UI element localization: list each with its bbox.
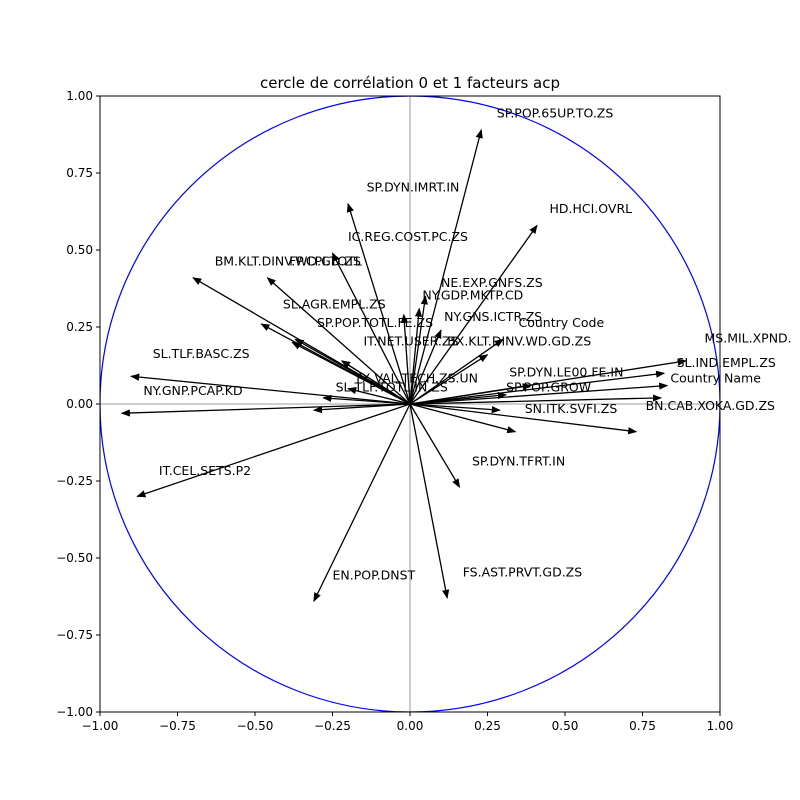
plot-area	[100, 96, 720, 712]
vector-arrows	[120, 128, 687, 602]
vector-label: NE.EXP.GNFS.ZS	[441, 275, 543, 290]
y-tick-label: −0.25	[56, 474, 93, 488]
vector-arrow	[120, 403, 411, 417]
x-tick-label: 1.00	[707, 719, 734, 733]
vector-label: BX.KLT.DINV.WD.GD.ZS	[447, 333, 591, 348]
vector-label: FP.CPI.TOTL	[289, 253, 362, 268]
vector-arrow	[409, 394, 663, 405]
vector-arrow	[341, 360, 411, 405]
y-tick-label: −1.00	[56, 705, 93, 719]
vector-arrow	[266, 277, 411, 405]
vector-label: Country Name	[670, 370, 761, 385]
vector-arrow	[409, 354, 489, 405]
vector-arrow	[400, 313, 411, 405]
vector-arrow	[347, 387, 411, 405]
x-tick-label: 0.75	[629, 719, 656, 733]
vector-label: FS.AST.PRVT.GD.ZS	[463, 564, 583, 579]
vector-label: NY.GNS.ICTR.ZS	[444, 309, 542, 324]
vector-arrow	[409, 329, 442, 405]
vector-arrow	[409, 382, 669, 405]
vector-label: IT.NET.USER.ZS	[364, 333, 459, 348]
vector-label: HD.HCI.OVRL	[550, 201, 633, 216]
vector-label: SL.TLF.TOTL.IN.ZS	[336, 380, 448, 395]
y-tick-label: 0.75	[66, 166, 93, 180]
vector-arrow	[136, 403, 411, 498]
x-tick-label: −0.25	[314, 719, 351, 733]
vector-label: SL.TLF.BASC.ZS	[153, 346, 250, 361]
vector-arrow	[409, 403, 638, 435]
vector-arrow	[409, 403, 501, 414]
y-tick-label: −0.50	[56, 551, 93, 565]
vector-arrow	[409, 128, 483, 405]
vector-label: SL.AGR.EMPL.ZS	[283, 297, 386, 312]
vector-label: SP.DYN.LE00.FE.IN	[509, 364, 623, 379]
x-tick-label: −0.75	[159, 719, 196, 733]
y-tick-label: −0.75	[56, 628, 93, 642]
vector-label: NY.GNP.PCAP.KD	[143, 383, 242, 398]
vector-arrow	[409, 338, 504, 405]
vector-arrow	[322, 394, 411, 405]
vector-label: BM.KLT.DINV.WD.GD.ZS	[215, 253, 361, 268]
vector-label: BN.CAB.XOKA.GD.ZS	[646, 398, 775, 413]
vector-arrow	[409, 383, 532, 405]
x-tick-label: 0.00	[397, 719, 424, 733]
x-axis: −1.00 −0.75 −0.50 −0.25 0.00 0.25 0.50 0.75 1.00	[82, 712, 734, 733]
vector-label: MS.MIL.XPND.	[705, 330, 792, 345]
vector-arrow	[409, 391, 508, 405]
vector-arrow	[294, 338, 411, 405]
vector-arrow	[409, 224, 538, 405]
x-tick-label: 0.50	[552, 719, 579, 733]
vector-arrow	[409, 403, 517, 434]
x-tick-label: −1.00	[82, 719, 119, 733]
vector-label: IC.REG.COST.PC.ZS	[348, 229, 468, 244]
vector-arrow	[346, 202, 411, 405]
vector-arrow	[130, 373, 411, 405]
y-tick-label: 0.50	[66, 243, 93, 257]
y-axis: −1.00 −0.75 −0.50 −0.25 0.00 0.25 0.50 0.75 1.00	[56, 89, 100, 719]
vector-label: SP.DYN.IMRT.IN	[367, 179, 460, 194]
vector-label: Country Code	[519, 315, 605, 330]
vector-label: SP.DYN.TFRT.IN	[472, 454, 565, 469]
vector-label: SL.IND.EMPL.ZS	[677, 355, 776, 370]
vector-label: TX.VAL.TECH.ZS.UN	[353, 370, 478, 385]
x-tick-label: 0.25	[474, 719, 501, 733]
vector-label: IT.CEL.SETS.P2	[159, 463, 251, 478]
vector-label: EN.POP.DNST	[333, 568, 416, 583]
vector-label: SP.POP.TOTL.FE.ZS	[317, 315, 433, 330]
vector-arrow	[291, 341, 411, 405]
vector-labels: SP.POP.65UP.TO.ZS SP.DYN.IMRT.IN HD.HCI.OV…	[143, 106, 791, 583]
vector-arrow	[313, 403, 411, 602]
x-tick-label: −0.50	[237, 719, 274, 733]
vector-label: SP.POP.65UP.TO.ZS	[497, 106, 614, 121]
y-tick-label: 1.00	[66, 89, 93, 103]
vector-arrow	[312, 403, 411, 414]
vector-arrow	[409, 370, 666, 405]
vector-arrow	[409, 295, 428, 405]
y-tick-label: 0.00	[66, 397, 93, 411]
vector-label: SN.ITK.SVFI.ZS	[525, 401, 618, 416]
vector-arrow	[409, 307, 423, 405]
vector-label: SP.POP.GROW	[506, 380, 591, 395]
vector-arrow	[409, 403, 461, 488]
vector-label: NY.GDP.MKTP.CD	[422, 287, 523, 302]
y-tick-label: 0.25	[66, 320, 93, 334]
vector-arrow	[331, 252, 411, 405]
vector-arrow	[409, 403, 450, 599]
chart-title: cercle de corrélation 0 et 1 facteurs ac…	[260, 74, 560, 92]
